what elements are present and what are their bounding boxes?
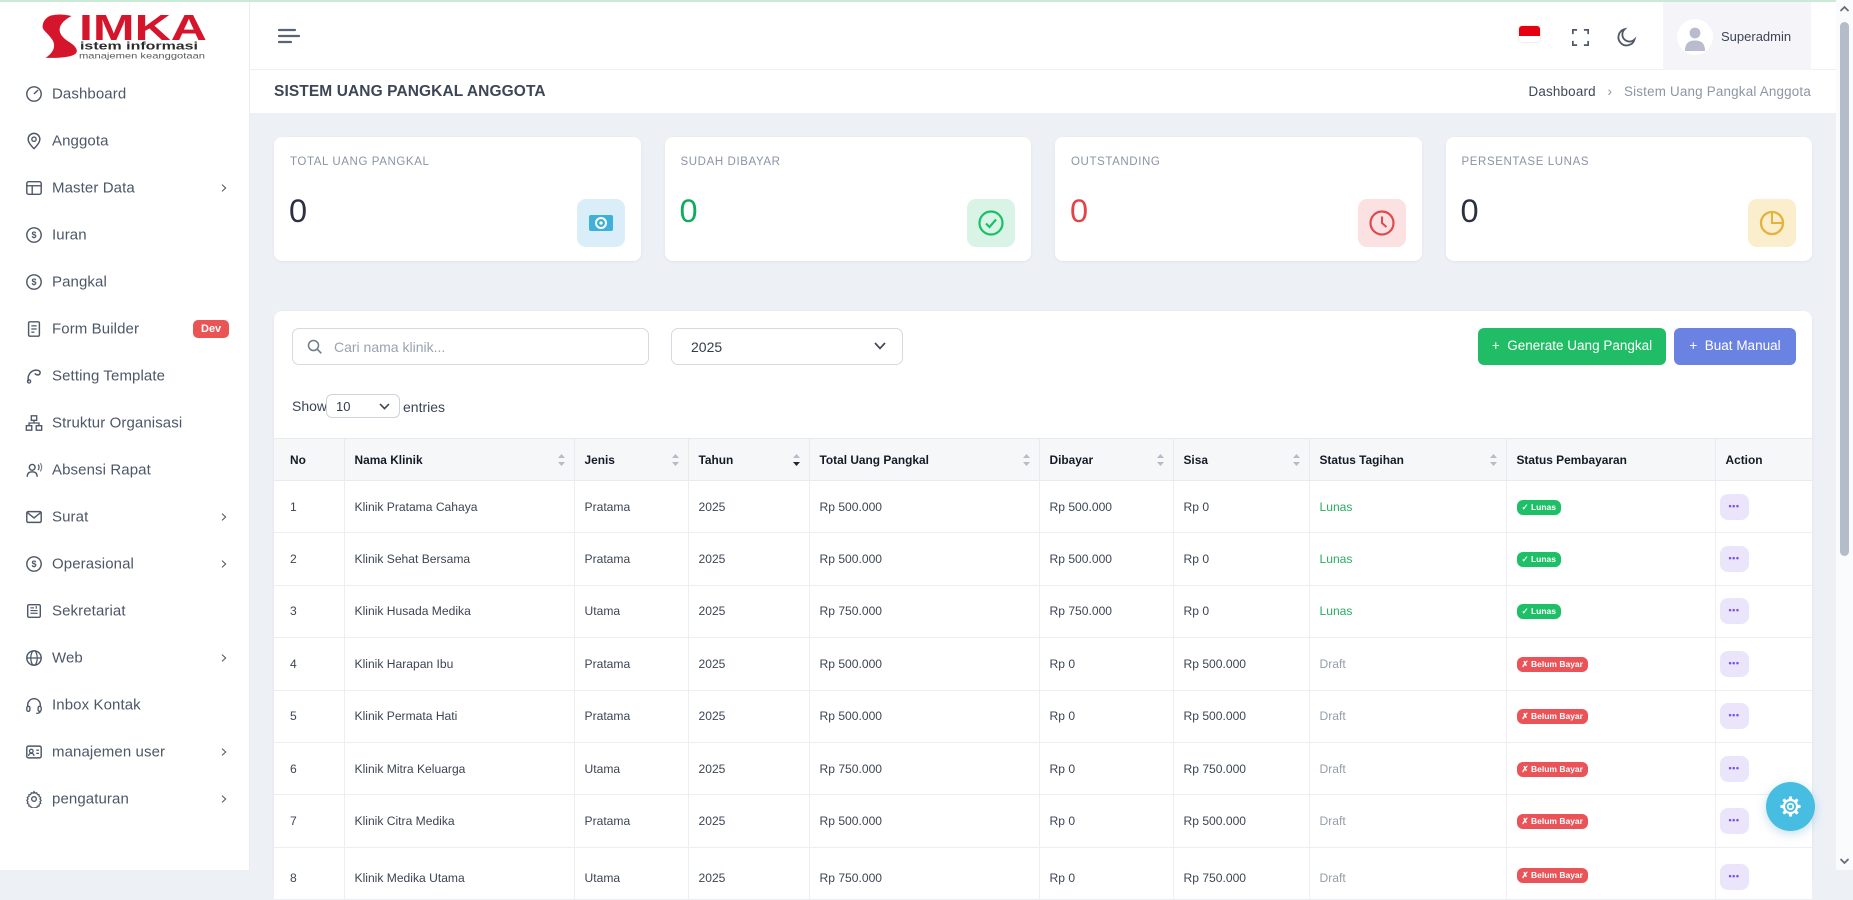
svg-text:$: $ <box>31 277 36 287</box>
svg-text:$: $ <box>31 230 36 240</box>
svg-text:$: $ <box>31 559 36 569</box>
svg-text:IMKA: IMKA <box>79 7 207 48</box>
svg-text:manajemen keanggotaan: manajemen keanggotaan <box>79 51 205 61</box>
svg-text:istem informasi: istem informasi <box>80 41 198 53</box>
